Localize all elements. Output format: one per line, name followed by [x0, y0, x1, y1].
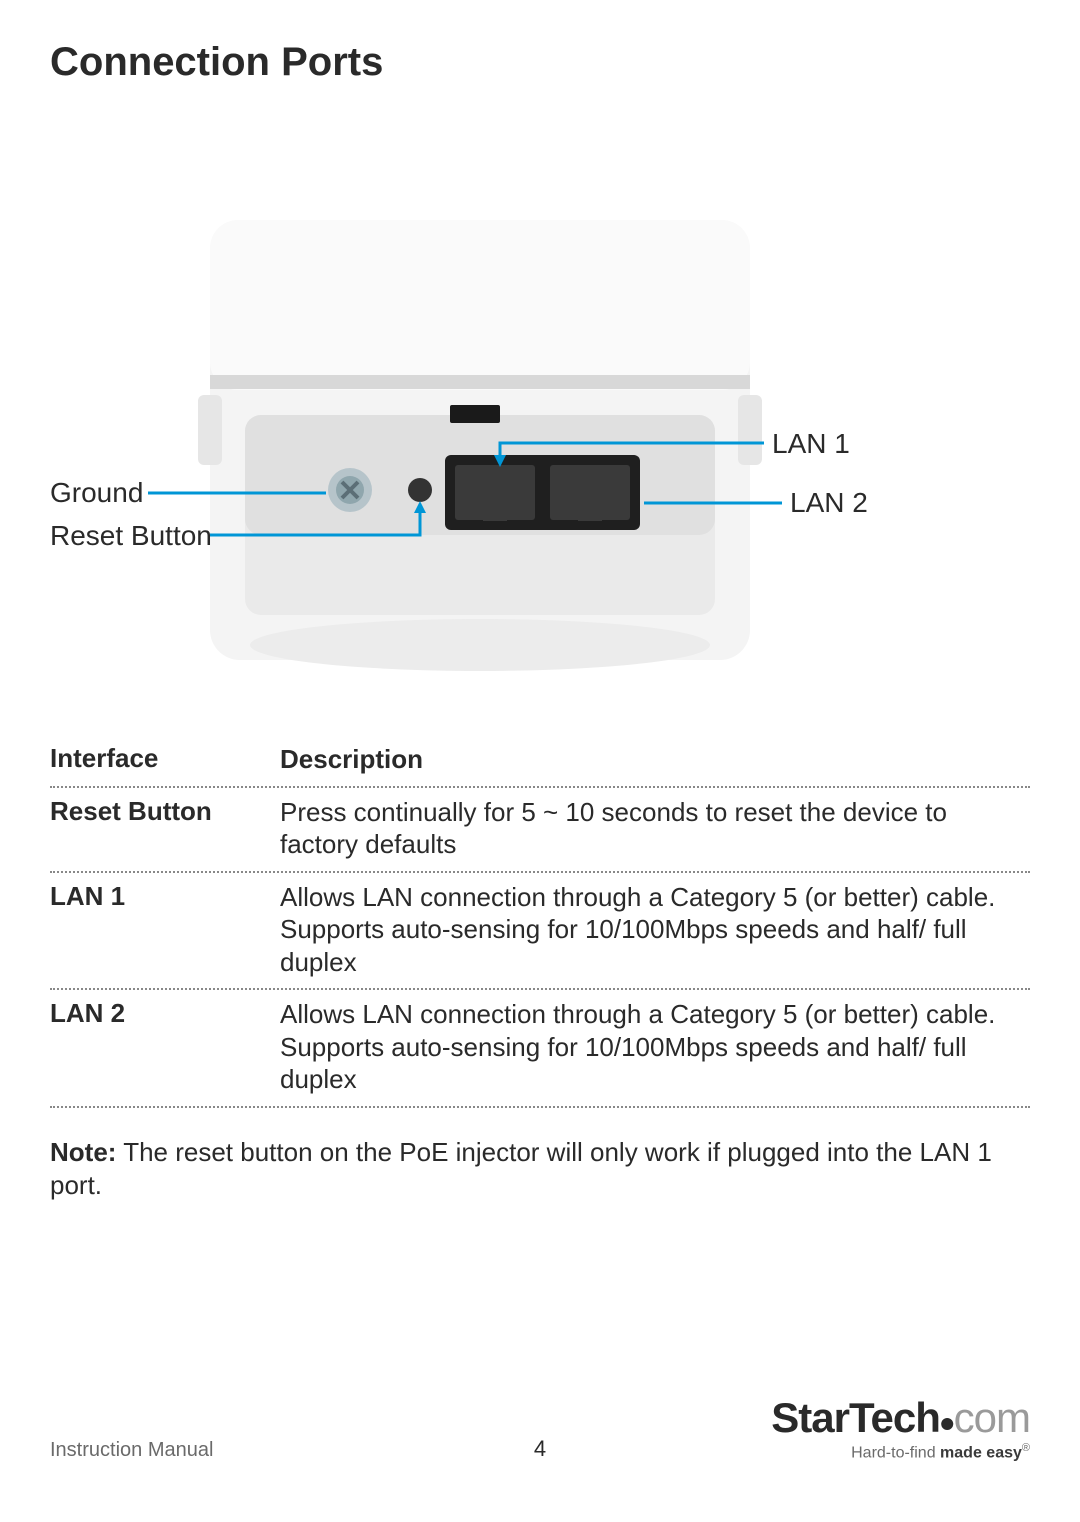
brand-dot: • [940, 1400, 954, 1447]
callout-label-lan2: LAN 2 [790, 487, 868, 519]
device-illustration [50, 135, 1030, 695]
cell-description: Allows LAN connection through a Category… [280, 881, 1030, 979]
page-footer: Instruction Manual 4 StarTech•com Hard-t… [50, 1372, 1030, 1462]
table-header-interface: Interface [50, 743, 280, 776]
brand-block: StarTech•com Hard-to-find made easy® [771, 1394, 1030, 1462]
table-header-row: Interface Description [50, 735, 1030, 788]
tagline-part-a: Hard-to-find [851, 1444, 940, 1461]
callout-label-reset: Reset Button [50, 520, 212, 552]
table-row: LAN 1 Allows LAN connection through a Ca… [50, 873, 1030, 991]
table-row: Reset Button Press continually for 5 ~ 1… [50, 788, 1030, 873]
cell-interface: Reset Button [50, 796, 280, 861]
brand-name-bold: StarTech [771, 1394, 940, 1441]
note-body: The reset button on the PoE injector wil… [50, 1137, 992, 1201]
cell-description: Press continually for 5 ~ 10 seconds to … [280, 796, 1030, 861]
table-row: LAN 2 Allows LAN connection through a Ca… [50, 990, 1030, 1108]
port-diagram: Ground Reset Button LAN 1 LAN 2 [50, 135, 1030, 695]
cell-interface: LAN 1 [50, 881, 280, 979]
cell-description: Allows LAN connection through a Category… [280, 998, 1030, 1096]
page-heading: Connection Ports [50, 40, 1030, 85]
callout-label-ground: Ground [50, 477, 143, 509]
callout-label-lan1: LAN 1 [772, 428, 850, 460]
footer-page-number: 4 [534, 1436, 546, 1462]
footer-doc-title: Instruction Manual [50, 1439, 213, 1462]
table-header-description: Description [280, 743, 1030, 776]
cell-interface: LAN 2 [50, 998, 280, 1096]
brand-logo: StarTech•com [771, 1394, 1030, 1442]
tagline-registered: ® [1022, 1442, 1030, 1454]
ports-table: Interface Description Reset Button Press… [50, 735, 1030, 1108]
brand-com: com [954, 1394, 1030, 1441]
note-label: Note: [50, 1137, 116, 1167]
brand-tagline: Hard-to-find made easy® [771, 1442, 1030, 1462]
note-text: Note: The reset button on the PoE inject… [50, 1136, 1030, 1204]
